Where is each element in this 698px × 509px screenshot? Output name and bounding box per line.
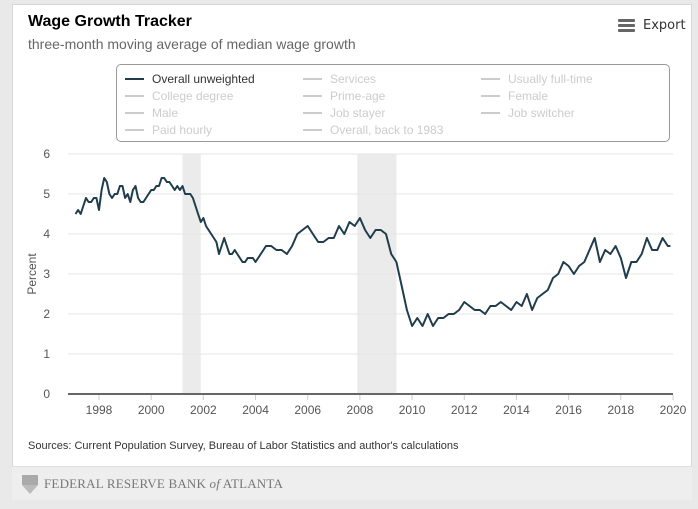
x-tick-label: 2006 bbox=[294, 403, 321, 417]
y-tick-label: 5 bbox=[43, 187, 50, 201]
x-tick-label: 2000 bbox=[138, 403, 165, 417]
y-tick-label: 2 bbox=[43, 307, 50, 321]
legend-item-services[interactable]: Services bbox=[303, 72, 376, 86]
legend-swatch bbox=[303, 112, 322, 114]
legend-item-college-degree[interactable]: College degree bbox=[125, 89, 233, 103]
footer-org-name: FEDERAL RESERVE BANK of ATLANTA bbox=[44, 475, 284, 491]
x-tick-label: 1998 bbox=[86, 403, 113, 417]
legend-swatch bbox=[125, 78, 144, 80]
legend-label: Overall unweighted bbox=[152, 72, 255, 86]
chart-plot: 0 1 2 3 4 5 6 1998 2000 2002 2004 2006 2008 2010 2012… bbox=[25, 147, 687, 417]
legend-item-female[interactable]: Female bbox=[481, 89, 548, 103]
x-tick-label: 2018 bbox=[607, 403, 634, 417]
legend-label: Male bbox=[152, 106, 179, 120]
y-tick-label: 3 bbox=[43, 267, 50, 281]
legend-label: Job stayer bbox=[330, 106, 386, 120]
legend-swatch bbox=[125, 112, 144, 114]
legend-item-male[interactable]: Male bbox=[125, 106, 178, 120]
hamburger-menu-icon bbox=[618, 19, 635, 32]
y-axis-title: Percent bbox=[25, 253, 39, 295]
legend-label: Job switcher bbox=[508, 106, 575, 120]
export-label: Export bbox=[643, 18, 686, 33]
y-tick-label: 4 bbox=[43, 227, 50, 241]
x-tick-label: 2020 bbox=[660, 403, 687, 417]
legend-item-prime-age[interactable]: Prime-age bbox=[303, 89, 385, 103]
chart-title: Wage Growth Tracker bbox=[28, 13, 192, 30]
legend-label: Female bbox=[508, 89, 549, 103]
legend-swatch bbox=[481, 95, 500, 97]
x-tick-label: 2010 bbox=[399, 403, 426, 417]
legend-item-overall-unweighted[interactable]: Overall unweighted bbox=[125, 72, 255, 86]
x-tick-label: 2004 bbox=[242, 403, 269, 417]
legend-item-job-stayer[interactable]: Job stayer bbox=[303, 106, 385, 120]
sources-note: Sources: Current Population Survey, Bure… bbox=[28, 440, 459, 452]
legend-label: Usually full-time bbox=[508, 72, 593, 86]
legend: Overall unweighted Services Usually full… bbox=[116, 64, 670, 142]
y-tick-label: 6 bbox=[43, 147, 50, 161]
series-line-overall-unweighted bbox=[74, 177, 671, 327]
legend-label: Overall, back to 1983 bbox=[330, 123, 444, 137]
federal-reserve-eagle-icon bbox=[22, 474, 38, 494]
legend-item-usually-full-time[interactable]: Usually full-time bbox=[481, 72, 593, 86]
export-button[interactable]: Export bbox=[618, 18, 686, 33]
chart-card bbox=[12, 4, 692, 500]
y-tick-label: 0 bbox=[43, 387, 50, 401]
legend-label: Prime-age bbox=[330, 89, 386, 103]
legend-swatch bbox=[125, 129, 144, 131]
legend-swatch bbox=[125, 95, 144, 97]
x-tick-label: 2016 bbox=[555, 403, 582, 417]
x-tick-label: 2012 bbox=[451, 403, 478, 417]
legend-swatch bbox=[303, 78, 322, 80]
legend-swatch bbox=[481, 112, 500, 114]
legend-item-overall-back-to-1983[interactable]: Overall, back to 1983 bbox=[303, 123, 443, 137]
legend-label: Paid hourly bbox=[152, 123, 213, 137]
legend-item-paid-hourly[interactable]: Paid hourly bbox=[125, 123, 212, 137]
legend-label: College degree bbox=[152, 89, 234, 103]
footer: FEDERAL RESERVE BANK of ATLANTA bbox=[12, 466, 692, 500]
legend-swatch bbox=[303, 129, 322, 131]
x-tick-label: 2002 bbox=[190, 403, 217, 417]
y-tick-label: 1 bbox=[43, 347, 50, 361]
legend-swatch bbox=[303, 95, 322, 97]
legend-item-job-switcher[interactable]: Job switcher bbox=[481, 106, 575, 120]
chart-subtitle: three-month moving average of median wag… bbox=[28, 36, 356, 52]
legend-label: Services bbox=[330, 72, 377, 86]
x-tick-label: 2008 bbox=[347, 403, 374, 417]
legend-swatch bbox=[481, 78, 500, 80]
x-tick-label: 2014 bbox=[503, 403, 530, 417]
